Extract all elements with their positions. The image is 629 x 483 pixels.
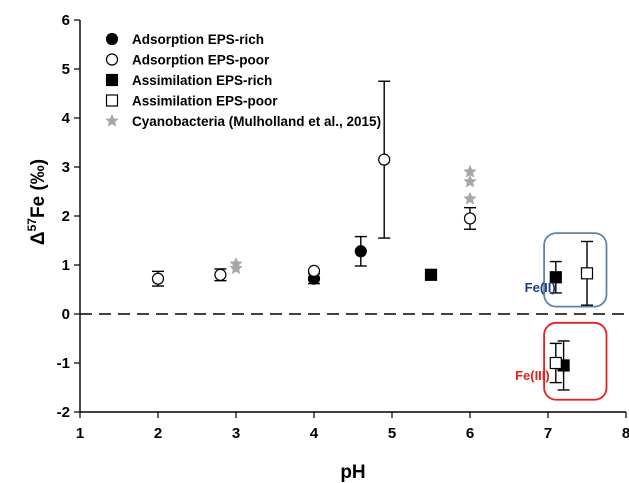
data-point-s0-p1 xyxy=(354,245,367,258)
data-point-s2-p1 xyxy=(549,271,562,284)
highlight-box-1 xyxy=(543,321,608,401)
data-point-s4-p2 xyxy=(463,191,477,205)
data-point-s1-p3 xyxy=(378,153,391,166)
y-tick-label: 1 xyxy=(62,257,70,274)
x-axis-label: pH xyxy=(340,462,365,483)
data-point-s3-p1 xyxy=(549,356,562,370)
legend-label-4: Cyanobacteria (Mulholland et al., 2015) xyxy=(132,114,381,129)
data-point-s4-p4 xyxy=(463,164,477,178)
y-tick-label: 5 xyxy=(62,61,70,78)
x-tick-label: 4 xyxy=(310,425,319,442)
legend-marker-2 xyxy=(105,73,119,87)
legend-marker-1 xyxy=(105,53,119,66)
data-point-s4-p3 xyxy=(463,174,477,188)
data-point-s1-p2 xyxy=(307,264,321,277)
annotations: Fe(II) Fe(III) xyxy=(515,280,556,383)
x-tick-label: 6 xyxy=(466,425,474,442)
y-tick-label: 0 xyxy=(62,306,70,323)
x-tick-label: 5 xyxy=(388,425,396,442)
legend-label-0: Adsorption EPS-rich xyxy=(132,32,264,47)
tick-labels: 1 2 3 4 5 6 7 8 -2 -1 0 1 2 3 4 5 6 xyxy=(57,12,629,442)
y-tick-label: -2 xyxy=(57,404,70,421)
annotation-1: Fe(III) xyxy=(515,368,550,383)
x-tick-label: 2 xyxy=(154,425,162,442)
legend-marker-4 xyxy=(105,113,119,127)
legend-label-2: Assimilation EPS-rich xyxy=(132,73,272,88)
data-marks xyxy=(151,80,594,391)
legend-marker-0 xyxy=(105,32,119,46)
y-axis-label: Δ57Fe (‰) xyxy=(25,159,49,245)
y-tick-label: -1 xyxy=(57,355,70,372)
legend-marker-3 xyxy=(105,94,119,107)
data-point-s4-p1 xyxy=(229,256,243,270)
legend-label-1: Adsorption EPS-poor xyxy=(132,53,270,68)
x-tick-label: 8 xyxy=(622,425,629,442)
data-point-s1-p1 xyxy=(214,268,227,281)
data-point-s2-p0 xyxy=(424,268,438,281)
legend-label-3: Assimilation EPS-poor xyxy=(132,94,278,109)
data-point-s3-p0 xyxy=(580,267,594,280)
data-point-s4-p0 xyxy=(229,261,243,275)
y-tick-label: 4 xyxy=(62,110,71,127)
y-tick-label: 2 xyxy=(62,208,70,225)
axes xyxy=(74,19,627,418)
data-point-s1-p4 xyxy=(463,212,477,225)
y-tick-label: 3 xyxy=(62,159,70,176)
highlight-box-0 xyxy=(543,232,608,308)
legend: Adsorption EPS-rich Adsorption EPS-poor As… xyxy=(105,32,381,129)
x-tick-label: 7 xyxy=(544,425,552,442)
data-point-s1-p0 xyxy=(151,272,165,285)
annotation-0: Fe(II) xyxy=(525,280,556,295)
x-tick-label: 3 xyxy=(232,425,240,442)
x-tick-label: 1 xyxy=(76,425,84,442)
y-tick-label: 6 xyxy=(62,12,70,29)
highlight-boxes xyxy=(543,232,608,401)
